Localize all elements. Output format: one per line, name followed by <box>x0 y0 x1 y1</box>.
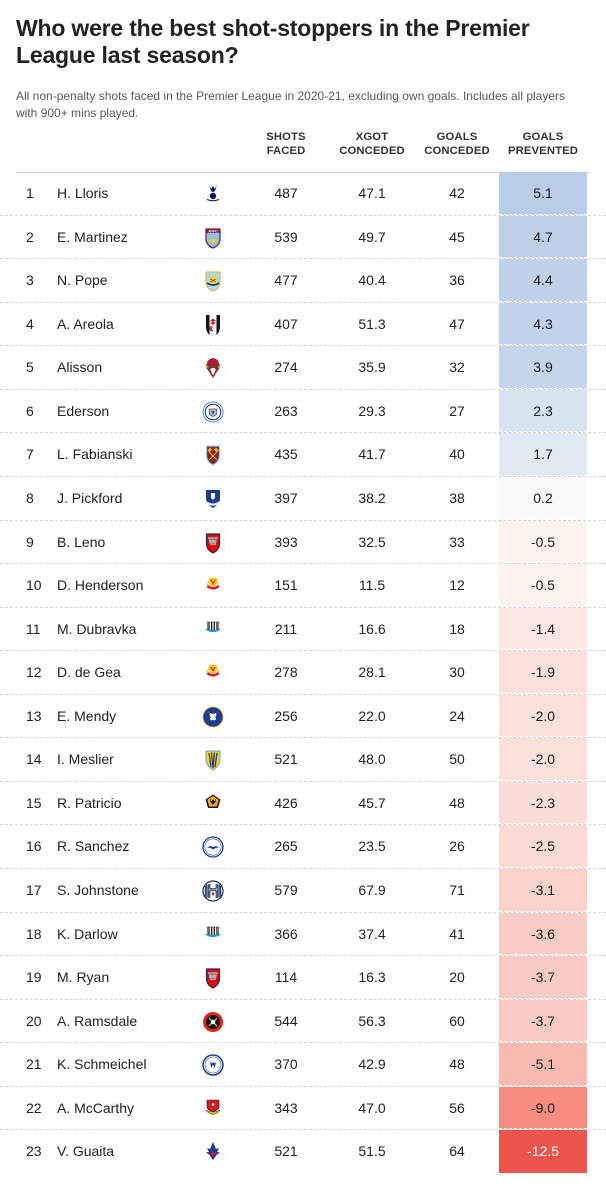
svg-text:AVFC: AVFC <box>208 229 218 233</box>
svg-text:ALBION: ALBION <box>208 889 217 892</box>
